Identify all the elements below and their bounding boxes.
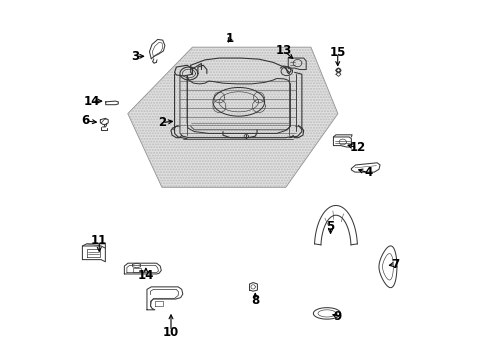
Text: 15: 15 xyxy=(329,46,345,59)
Polygon shape xyxy=(128,47,337,187)
Text: 7: 7 xyxy=(390,258,398,271)
Text: 4: 4 xyxy=(364,166,371,179)
Text: 13: 13 xyxy=(275,44,291,57)
Text: 9: 9 xyxy=(333,310,341,323)
Text: 2: 2 xyxy=(158,116,166,129)
Text: 5: 5 xyxy=(326,220,334,233)
Text: 3: 3 xyxy=(131,50,139,63)
Text: 8: 8 xyxy=(251,294,259,307)
Text: 12: 12 xyxy=(348,141,365,154)
Text: 14: 14 xyxy=(138,269,154,282)
Text: 14: 14 xyxy=(84,95,100,108)
Text: 1: 1 xyxy=(225,32,234,45)
Text: 6: 6 xyxy=(81,114,89,127)
Text: 11: 11 xyxy=(91,234,107,247)
Text: 10: 10 xyxy=(163,326,179,339)
Polygon shape xyxy=(128,47,337,187)
